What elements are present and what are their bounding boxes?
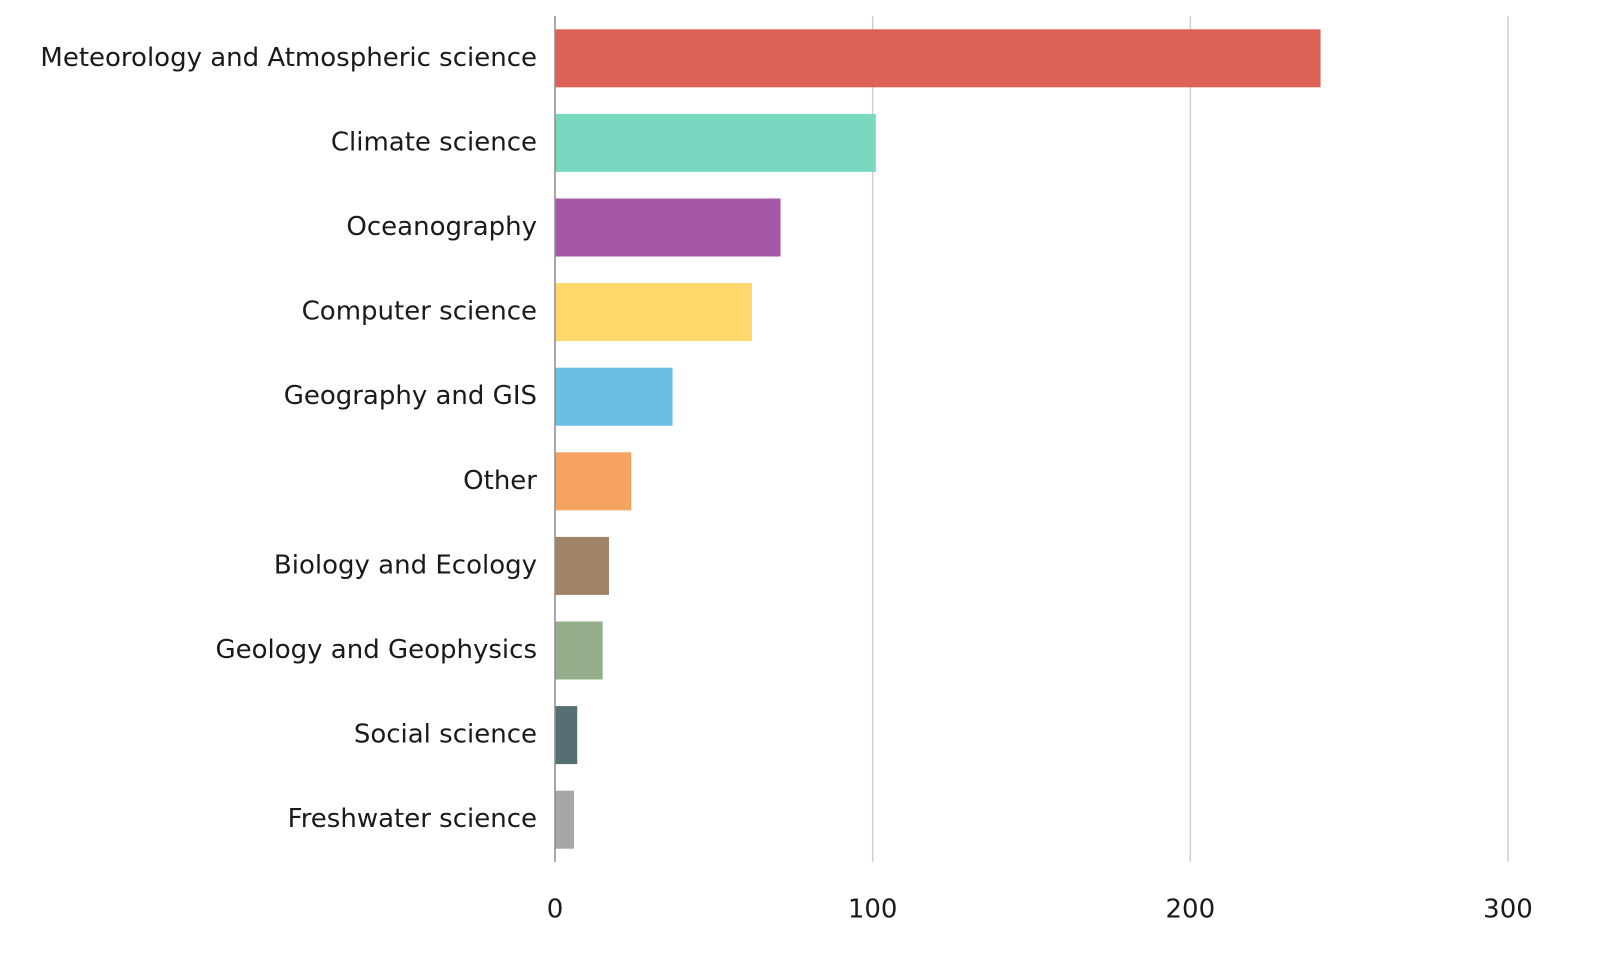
category-label-3: Computer science <box>302 297 537 327</box>
x-tick-label-200: 200 <box>1166 895 1216 925</box>
tick-labels: 0 100 200 300 <box>547 895 1533 925</box>
bar-2 <box>555 198 781 257</box>
bar-3 <box>555 283 752 342</box>
bar-6 <box>555 536 610 595</box>
x-tick-label-300: 300 <box>1483 895 1533 925</box>
x-tick-label-100: 100 <box>848 895 898 925</box>
category-labels: Meteorology and Atmospheric science Clima… <box>40 43 537 834</box>
gridlines <box>871 16 1509 862</box>
x-tick-label-0: 0 <box>547 895 564 925</box>
category-label-2: Oceanography <box>346 212 537 242</box>
bar-0 <box>555 29 1321 88</box>
bar-5 <box>555 452 632 511</box>
category-label-0: Meteorology and Atmospheric science <box>40 43 537 73</box>
category-label-9: Freshwater science <box>288 804 537 834</box>
category-label-6: Biology and Ecology <box>274 550 537 580</box>
category-label-8: Social science <box>354 720 537 750</box>
bar-8 <box>555 706 578 765</box>
bar-9 <box>555 790 575 849</box>
bars <box>555 29 1321 849</box>
bar-7 <box>555 621 603 680</box>
category-label-4: Geography and GIS <box>284 381 537 411</box>
bar-1 <box>555 113 876 172</box>
bar-4 <box>555 367 673 426</box>
category-label-7: Geology and Geophysics <box>215 635 537 665</box>
category-label-5: Other <box>463 466 537 496</box>
category-label-1: Climate science <box>331 127 537 157</box>
